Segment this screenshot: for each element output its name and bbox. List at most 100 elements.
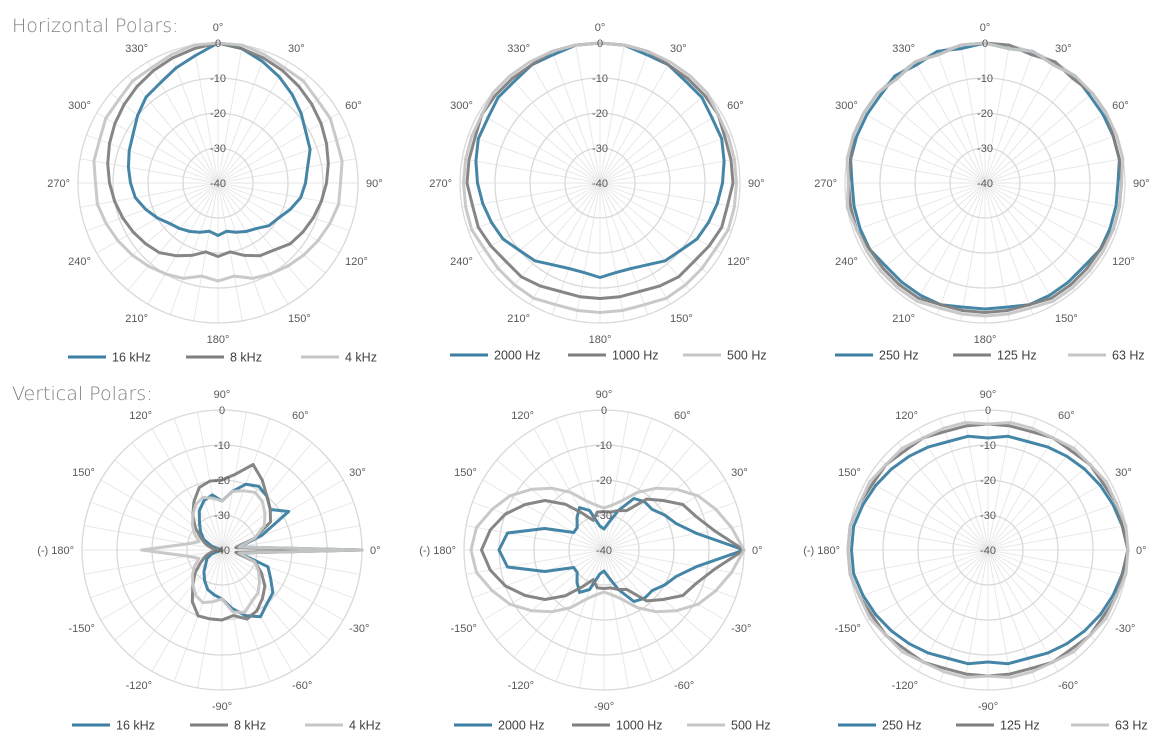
series-line-2000-hz — [497, 497, 746, 603]
angle-label: 120° — [727, 256, 750, 268]
angle-label: 150° — [454, 467, 477, 479]
legend-label: 8 kHz — [230, 351, 262, 365]
r-tick-label: -40 — [214, 545, 230, 557]
angle-label: 30° — [1115, 467, 1132, 479]
angle-label: 120° — [129, 410, 152, 422]
angle-label: -150° — [834, 623, 860, 635]
r-tick-label: -30 — [980, 510, 996, 522]
r-tick-label: -10 — [214, 440, 230, 452]
legend-label: 16 kHz — [116, 719, 155, 733]
r-tick-label: -30 — [592, 143, 608, 155]
grid-ring — [952, 514, 1024, 586]
r-tick-label: -30 — [214, 510, 230, 522]
angle-label: 60° — [1058, 410, 1075, 422]
angle-label: 0° — [595, 22, 606, 34]
grid-ring — [533, 479, 675, 621]
grid-ring — [564, 147, 636, 219]
angle-label: 90° — [1133, 178, 1150, 190]
r-tick-label: -30 — [210, 143, 226, 155]
angle-label: 90° — [980, 389, 997, 401]
r-tick-label: 0 — [982, 38, 988, 50]
grid-ring — [882, 444, 1094, 656]
series-line-500-hz — [469, 486, 746, 614]
vertical-polars-title: Vertical Polars: — [12, 383, 153, 405]
legend-label: 4 kHz — [349, 719, 381, 733]
angle-label: 330° — [892, 43, 915, 55]
angle-label: -30° — [731, 623, 751, 635]
angle-label: 120° — [895, 410, 918, 422]
horizontal-polars-title: Horizontal Polars: — [12, 15, 179, 37]
series-line-4-khz — [140, 489, 364, 614]
angle-label: 60° — [292, 410, 309, 422]
legend-label: 2000 Hz — [498, 719, 545, 733]
r-tick-label: 0 — [215, 38, 221, 50]
polar-chart-6: 0 -10 -20 -30 -40 90° 60° 30° 0° -30° -60° -90° -120… — [803, 389, 1147, 733]
legend-label: 63 Hz — [1115, 719, 1148, 733]
angle-label: 0° — [980, 22, 991, 34]
angle-label: 90° — [596, 389, 613, 401]
angle-label: 120° — [1112, 256, 1135, 268]
legend-label: 250 Hz — [882, 719, 922, 733]
series-line-250-hz — [850, 434, 1130, 666]
angle-label: -150° — [450, 623, 476, 635]
angle-label: 150° — [670, 313, 693, 325]
r-tick-label: -10 — [980, 440, 996, 452]
angle-label: 240° — [450, 256, 473, 268]
angle-label: 180° — [974, 334, 997, 346]
angle-label: 0° — [1136, 545, 1147, 557]
r-tick-label: -40 — [977, 178, 993, 190]
r-tick-label: 0 — [985, 405, 991, 417]
angle-label: -30° — [1115, 623, 1135, 635]
angle-label: 210° — [507, 313, 530, 325]
r-tick-label: -30 — [596, 510, 612, 522]
angle-label: 330° — [125, 43, 148, 55]
legend-label: 125 Hz — [1000, 719, 1040, 733]
angle-label: 0° — [752, 545, 763, 557]
angle-label: 180° — [207, 334, 230, 346]
r-tick-label: 0 — [597, 38, 603, 50]
r-tick-label: -10 — [592, 73, 608, 85]
grid-ring — [917, 479, 1059, 621]
angle-label: 150° — [1055, 313, 1078, 325]
angle-label: 210° — [892, 313, 915, 325]
angle-label: -90° — [978, 701, 998, 713]
angle-label: 60° — [674, 410, 691, 422]
r-tick-label: -40 — [592, 178, 608, 190]
r-tick-label: 0 — [601, 405, 607, 417]
angle-label: 270° — [47, 178, 70, 190]
angle-label: 30° — [349, 467, 366, 479]
legend-label: 4 kHz — [345, 351, 377, 365]
r-tick-label: -10 — [596, 440, 612, 452]
series-line-2000-hz — [474, 41, 726, 279]
angle-label: 270° — [814, 178, 837, 190]
legend-label: 8 kHz — [234, 719, 266, 733]
r-tick-label: -20 — [210, 108, 226, 120]
angle-label: 0° — [370, 545, 381, 557]
angle-label: (-) 180° — [419, 545, 456, 557]
r-tick-label: -10 — [210, 73, 226, 85]
r-tick-label: 0 — [219, 405, 225, 417]
legend-label: 125 Hz — [997, 349, 1037, 363]
series-line-63-hz — [846, 421, 1130, 679]
grid-ring — [182, 147, 254, 219]
series-line-500-hz — [462, 41, 738, 314]
angle-label: 300° — [68, 100, 91, 112]
angle-label: -60° — [292, 680, 312, 692]
angle-label: -90° — [212, 701, 232, 713]
angle-label: 30° — [1055, 43, 1072, 55]
polar-chart-2: 0 -10 -20 -30 -40 0° 30° 60° 90° 120° 150° 180° 210°… — [429, 22, 766, 363]
r-tick-label: -20 — [980, 475, 996, 487]
angle-label: 90° — [214, 389, 231, 401]
angle-label: 210° — [125, 313, 148, 325]
angle-label: -120° — [126, 680, 152, 692]
grid-ring — [147, 112, 289, 254]
angle-label: 240° — [835, 256, 858, 268]
grid-ring — [949, 147, 1021, 219]
angle-label: 150° — [288, 313, 311, 325]
angle-label: -120° — [508, 680, 534, 692]
angle-label: (-) 180° — [803, 545, 840, 557]
angle-label: 90° — [366, 178, 383, 190]
angle-label: 300° — [450, 100, 473, 112]
r-tick-label: -40 — [210, 178, 226, 190]
